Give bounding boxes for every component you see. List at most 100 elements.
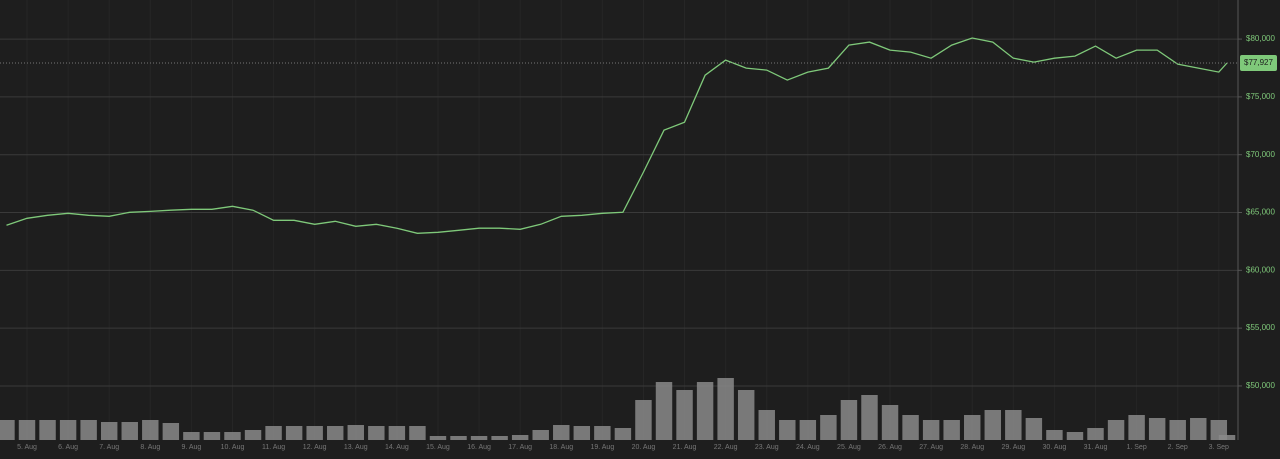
- volume-bar: [306, 426, 323, 440]
- volume-bar: [964, 415, 981, 440]
- x-tick-label: 20. Aug: [632, 444, 656, 451]
- x-tick-label: 28. Aug: [960, 444, 984, 451]
- x-tick-label: 6. Aug: [58, 444, 78, 451]
- x-tick-label: 18. Aug: [549, 444, 573, 451]
- volume-bar: [429, 436, 447, 440]
- volume-bar: [491, 436, 508, 440]
- volume-bar: [1107, 420, 1125, 440]
- x-tick-label: 7. Aug: [99, 444, 119, 451]
- volume-bar: [388, 426, 406, 440]
- volume-bar: [840, 400, 858, 440]
- x-tick-label: 10. Aug: [221, 444, 245, 451]
- volume-bar: [470, 436, 488, 440]
- x-tick-label: 22. Aug: [714, 444, 738, 451]
- volume-bar: [779, 420, 796, 440]
- volume-bar: [1025, 418, 1043, 440]
- price-line: [6, 37, 1228, 234]
- volume-bar: [1005, 410, 1022, 440]
- x-tick-label: 21. Aug: [673, 444, 697, 451]
- x-tick-label: 27. Aug: [919, 444, 943, 451]
- volume-bar: [902, 415, 919, 440]
- volume-bar: [717, 378, 734, 440]
- volume-bar: [285, 426, 303, 440]
- x-tick-label: 26. Aug: [878, 444, 902, 451]
- volume-bar: [553, 425, 570, 440]
- volume-bar: [265, 426, 282, 440]
- x-tick-label: 31. Aug: [1084, 444, 1108, 451]
- volume-bar: [450, 436, 467, 440]
- volume-bar: [203, 432, 221, 440]
- volume-bar: [1148, 418, 1166, 440]
- volume-bar: [511, 435, 529, 440]
- volume-bar: [224, 432, 241, 440]
- volume-bar: [121, 422, 138, 440]
- volume-bar: [80, 420, 97, 440]
- volume-bar: [18, 420, 36, 440]
- volume-bar: [737, 390, 755, 440]
- volume-bar: [861, 395, 878, 440]
- volume-bar: [1046, 430, 1063, 440]
- volume-bar: [881, 405, 899, 440]
- current-price-label: $77,927: [1244, 58, 1273, 67]
- volume-bar: [1087, 428, 1104, 440]
- y-tick-label: $65,000: [1246, 208, 1275, 217]
- volume-bar: [676, 390, 693, 440]
- x-tick-label: 14. Aug: [385, 444, 409, 451]
- volume-bar: [758, 410, 775, 440]
- volume-bar: [1066, 432, 1084, 440]
- volume-bar: [943, 420, 960, 440]
- volume-bar: [1169, 420, 1186, 440]
- volume-bar: [594, 426, 611, 440]
- x-tick-label: 13. Aug: [344, 444, 368, 451]
- volume-bar: [984, 410, 1001, 440]
- volume-bar: [0, 420, 15, 440]
- volume-bar: [922, 420, 940, 440]
- x-tick-label: 30. Aug: [1043, 444, 1067, 451]
- x-tick-label: 15. Aug: [426, 444, 450, 451]
- x-tick-label: 23. Aug: [755, 444, 779, 451]
- volume-bar: [635, 400, 652, 440]
- y-tick-label: $55,000: [1246, 323, 1275, 332]
- x-tick-label: 5. Aug: [17, 444, 37, 451]
- current-price-tag: [1240, 55, 1277, 72]
- x-tick-label: 24. Aug: [796, 444, 820, 451]
- volume-bar: [244, 430, 262, 440]
- volume-bar: [573, 426, 591, 440]
- volume-bar: [799, 420, 817, 440]
- volume-bar: [1190, 418, 1207, 440]
- volume-bar: [327, 426, 344, 440]
- y-tick-label: $75,000: [1246, 92, 1275, 101]
- x-tick-label: 16. Aug: [467, 444, 491, 451]
- x-tick-label: 25. Aug: [837, 444, 861, 451]
- volume-bar: [183, 432, 200, 440]
- y-tick-label: $50,000: [1246, 381, 1275, 390]
- volume-bar: [162, 423, 180, 440]
- y-tick-label: $60,000: [1246, 265, 1275, 274]
- volume-bar: [39, 420, 56, 440]
- volume-bar: [696, 382, 714, 440]
- volume-bar: [1128, 415, 1145, 440]
- x-tick-label: 12. Aug: [303, 444, 327, 451]
- x-tick-label: 19. Aug: [590, 444, 614, 451]
- x-tick-label: 9. Aug: [181, 444, 201, 451]
- volume-bar: [655, 382, 673, 440]
- volume-bar: [368, 426, 385, 440]
- volume-bar: [532, 430, 549, 440]
- volume-bar: [820, 415, 837, 440]
- x-tick-label: 3. Sep: [1209, 444, 1229, 451]
- volume-bar: [142, 420, 159, 440]
- y-tick-label: $80,000: [1246, 34, 1275, 43]
- x-tick-label: 11. Aug: [262, 444, 285, 451]
- x-tick-label: 8. Aug: [140, 444, 160, 451]
- volume-bar: [59, 420, 77, 440]
- volume-bar: [347, 425, 364, 440]
- volume-bar: [409, 426, 426, 440]
- x-tick-label: 29. Aug: [1001, 444, 1025, 451]
- volume-bar: [100, 422, 118, 440]
- volume-bar: [614, 428, 632, 440]
- x-tick-label: 1. Sep: [1126, 444, 1146, 451]
- x-tick-label: 17. Aug: [508, 444, 532, 451]
- volume-bar: [1218, 435, 1236, 440]
